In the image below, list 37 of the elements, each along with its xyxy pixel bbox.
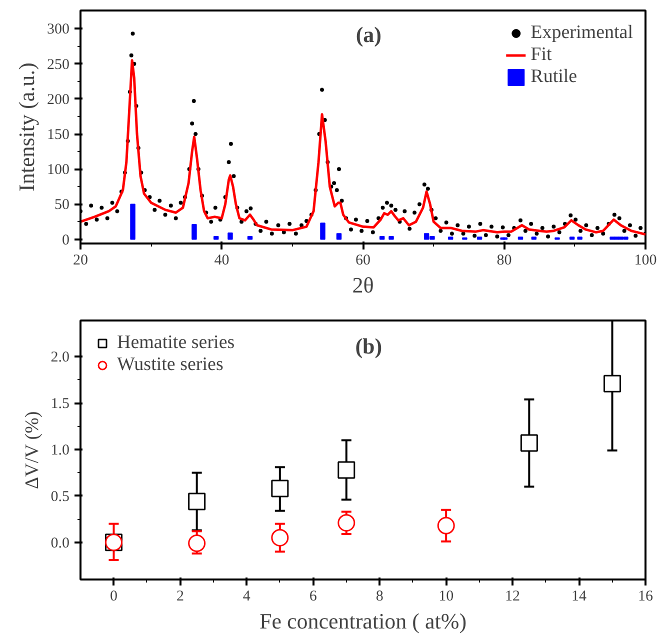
y-tick-label: 50 bbox=[54, 197, 70, 214]
x-tick-label: 6 bbox=[309, 588, 318, 604]
annotation: (a) bbox=[356, 22, 382, 48]
x-tick-label: 10 bbox=[438, 588, 454, 604]
x-axis-title: 2θ bbox=[352, 272, 374, 298]
y-tick-label: 250 bbox=[47, 56, 70, 73]
legend-label: Wustite series bbox=[117, 354, 224, 376]
x-tick-label: 14 bbox=[572, 588, 588, 604]
y-axis-title: Intensity (a.u.) bbox=[14, 62, 39, 192]
legend-label: Experimental bbox=[530, 22, 633, 44]
annotation: (b) bbox=[355, 333, 382, 358]
legend-label: Hematite series bbox=[117, 332, 235, 354]
x-tick-label: 4 bbox=[242, 588, 251, 604]
y-tick-label: 0.5 bbox=[50, 488, 70, 505]
legend-label: Rutile bbox=[530, 66, 578, 88]
x-tick-label: 40 bbox=[214, 252, 230, 268]
y-axis-title: ΔV/V (%) bbox=[22, 411, 43, 490]
y-tick-label: 0 bbox=[62, 232, 70, 248]
x-tick-label: 16 bbox=[638, 588, 654, 604]
x-tick-label: 80 bbox=[496, 252, 512, 268]
y-tick-label: 0.0 bbox=[50, 535, 70, 552]
legend-label: Fit bbox=[530, 44, 552, 66]
x-tick-label: 0 bbox=[110, 588, 118, 604]
x-tick-label: 100 bbox=[634, 252, 657, 268]
x-tick-label: 60 bbox=[356, 252, 370, 268]
y-tick-label: 1.0 bbox=[50, 442, 70, 459]
y-tick-label: 100 bbox=[47, 162, 70, 178]
y-tick-label: 300 bbox=[47, 22, 70, 38]
y-tick-label: 200 bbox=[47, 92, 70, 108]
x-tick-label: 12 bbox=[505, 588, 520, 604]
x-tick-label: 20 bbox=[73, 252, 88, 268]
y-tick-label: 150 bbox=[47, 127, 70, 144]
x-tick-label: 8 bbox=[376, 588, 384, 604]
x-axis-title: Fe concentration ( at%) bbox=[259, 608, 467, 634]
y-tick-label: 2.0 bbox=[50, 350, 70, 366]
y-tick-label: 1.5 bbox=[50, 396, 70, 412]
x-tick-label: 2 bbox=[176, 588, 184, 604]
